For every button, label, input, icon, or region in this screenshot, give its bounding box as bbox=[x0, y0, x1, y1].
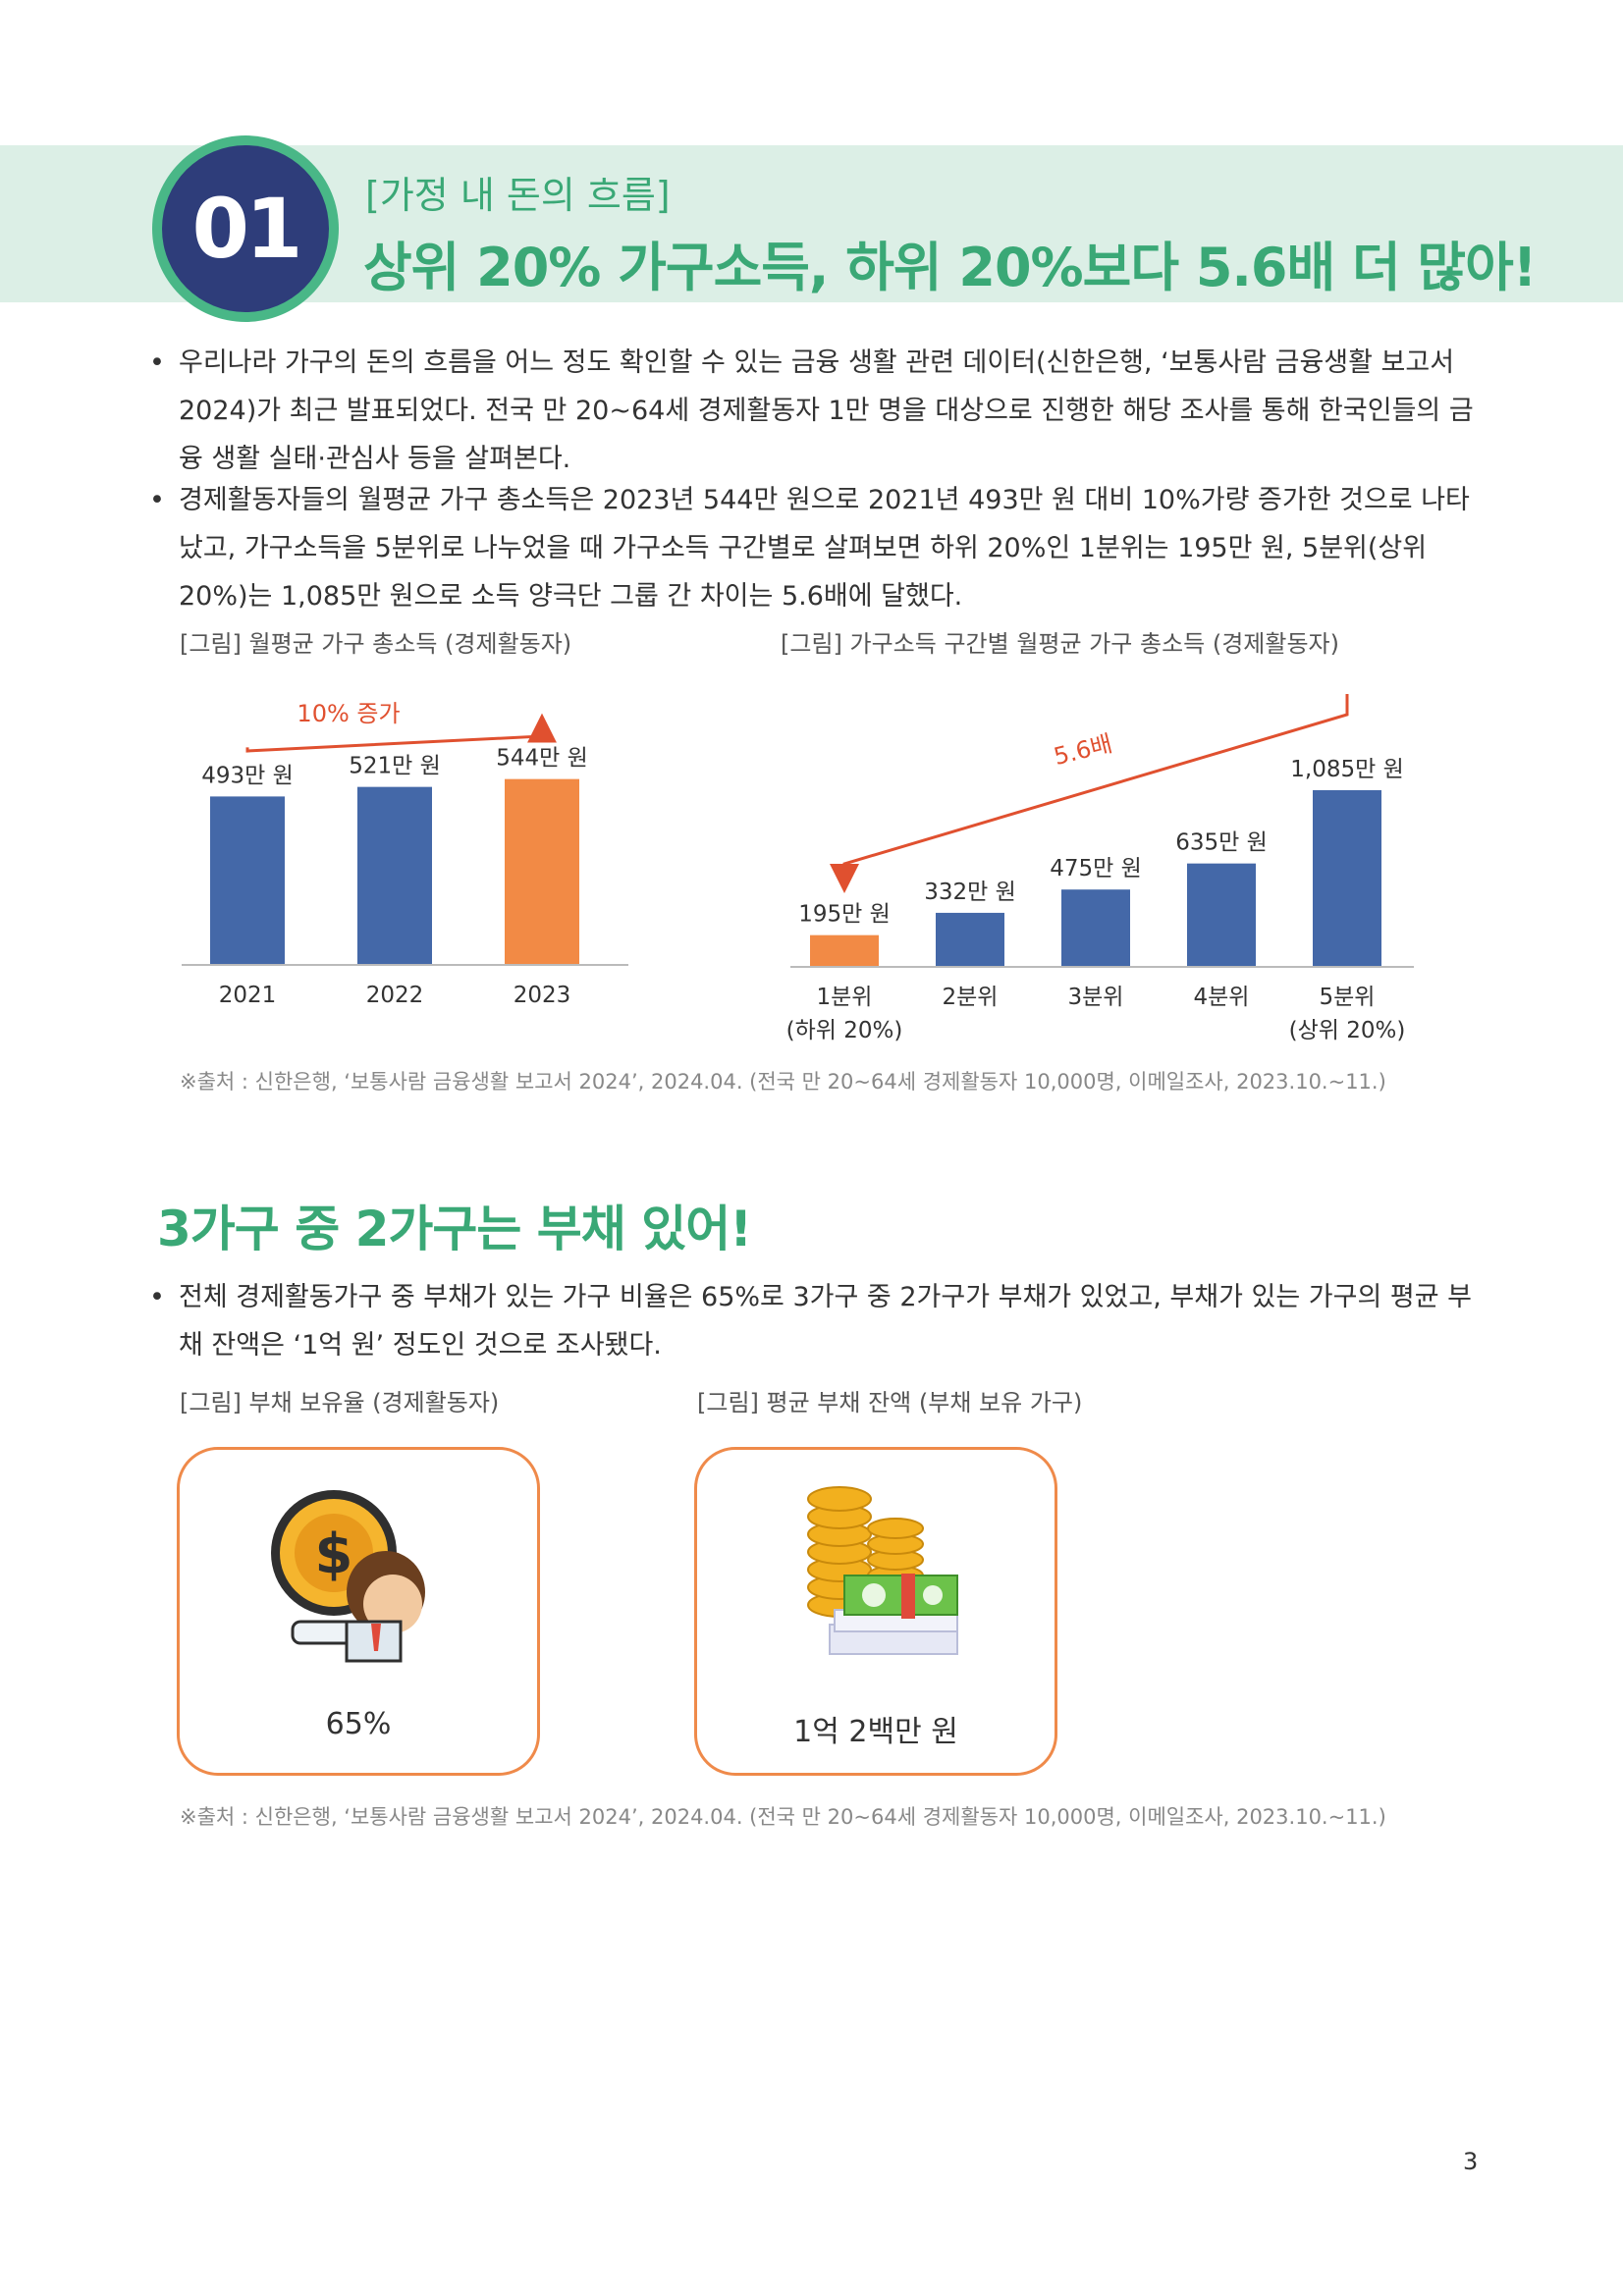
bar-value-label: 635만 원 bbox=[1175, 830, 1268, 856]
bar bbox=[357, 786, 432, 965]
bar bbox=[1061, 889, 1130, 967]
page-number: 3 bbox=[1463, 2148, 1479, 2175]
debt-rate-value: 65% bbox=[325, 1707, 392, 1741]
figure2-caption: [그림] 가구소득 구간별 월평균 가구 총소득 (경제활동자) bbox=[781, 630, 1339, 658]
source-note-2: ※출처 : 신한은행, ‘보통사람 금융생활 보고서 2024’, 2024.0… bbox=[180, 1805, 1386, 1829]
intro-bullet-text: 경제활동자들의 월평균 가구 총소득은 2023년 544만 원으로 2021년… bbox=[179, 485, 1470, 612]
bullet-dot: • bbox=[149, 485, 165, 515]
section2-bullet-text: 전체 경제활동가구 중 부채가 있는 가구 비율은 65%로 3가구 중 2가구… bbox=[179, 1282, 1472, 1361]
bar bbox=[1313, 790, 1381, 967]
svg-text:$: $ bbox=[315, 1522, 353, 1586]
bar-value-label: 475만 원 bbox=[1050, 856, 1142, 881]
figure3-caption: [그림] 부채 보유율 (경제활동자) bbox=[180, 1389, 500, 1416]
section-kicker: [가정 내 돈의 흐름] bbox=[365, 174, 671, 217]
x-tick-label: 4분위 bbox=[1194, 985, 1250, 1010]
bar bbox=[936, 912, 1004, 967]
bar-value-label: 544만 원 bbox=[496, 746, 588, 772]
x-tick-sublabel: (상위 20%) bbox=[1289, 1018, 1406, 1043]
x-tick-label: 2022 bbox=[366, 983, 424, 1008]
intro-bullet-1: • 우리나라 가구의 돈의 흐름을 어느 정도 확인할 수 있는 금융 생활 관… bbox=[147, 339, 1478, 483]
debt-rate-card: $ 65% bbox=[177, 1447, 540, 1776]
chart2-annotation: 5.6배 bbox=[1051, 729, 1114, 771]
bar-value-label: 1,085만 원 bbox=[1290, 757, 1403, 782]
x-tick-label: 2분위 bbox=[943, 985, 999, 1010]
money-stack-icon bbox=[807, 1486, 958, 1655]
section2-title: 3가구 중 2가구는 부채 있어! bbox=[157, 1201, 752, 1257]
section-headline: 상위 20% 가구소득, 하위 20%보다 5.6배 더 많아! bbox=[363, 237, 1537, 298]
x-tick-label: 1분위 bbox=[817, 985, 873, 1010]
avg-debt-card: 1억 2백만 원 bbox=[694, 1447, 1057, 1776]
chart1-annotation: 10% 증가 bbox=[297, 700, 400, 727]
figure4-caption: [그림] 평균 부채 잔액 (부채 보유 가구) bbox=[697, 1389, 1083, 1416]
chart-income-by-year: 493만 원 2021 521만 원 2022 544만 원 2023 10% 증가 bbox=[182, 700, 628, 1008]
bar-value-label: 521만 원 bbox=[349, 754, 441, 779]
bar-value-label: 493만 원 bbox=[201, 763, 294, 788]
chart2-ratio-arrow bbox=[830, 694, 1349, 893]
bullet-dot: • bbox=[149, 1282, 165, 1312]
figure1-caption: [그림] 월평균 가구 총소득 (경제활동자) bbox=[180, 630, 572, 658]
debt-burden-icon: $ bbox=[271, 1490, 425, 1663]
bar bbox=[210, 796, 285, 965]
bar-value-label: 332만 원 bbox=[924, 880, 1016, 905]
bar-value-label: 195만 원 bbox=[798, 902, 891, 928]
avg-debt-value: 1억 2백만 원 bbox=[793, 1715, 958, 1749]
chart1-growth-arrow bbox=[245, 713, 557, 753]
chart-income-by-quintile: 195만 원 1분위 (하위 20%) 332만 원 2분위 475만 원 3분위 635만 … bbox=[786, 694, 1414, 1043]
bullet-dot: • bbox=[149, 347, 165, 378]
section2-bullet: • 전체 경제활동가구 중 부채가 있는 가구 비율은 65%로 3가구 중 2… bbox=[147, 1273, 1478, 1369]
bar bbox=[810, 934, 879, 967]
source-note-1: ※출처 : 신한은행, ‘보통사람 금융생활 보고서 2024’, 2024.0… bbox=[180, 1070, 1386, 1094]
intro-bullet-2: • 경제활동자들의 월평균 가구 총소득은 2023년 544만 원으로 202… bbox=[147, 476, 1478, 620]
x-tick-label: 5분위 bbox=[1320, 985, 1376, 1010]
intro-bullet-text: 우리나라 가구의 돈의 흐름을 어느 정도 확인할 수 있는 금융 생활 관련 … bbox=[179, 347, 1474, 474]
x-tick-label: 3분위 bbox=[1068, 985, 1124, 1010]
section-number: 01 bbox=[162, 145, 329, 312]
x-tick-sublabel: (하위 20%) bbox=[786, 1018, 903, 1043]
bar bbox=[1187, 863, 1256, 967]
x-tick-label: 2021 bbox=[219, 983, 277, 1008]
bar bbox=[505, 778, 579, 965]
x-tick-label: 2023 bbox=[514, 983, 571, 1008]
